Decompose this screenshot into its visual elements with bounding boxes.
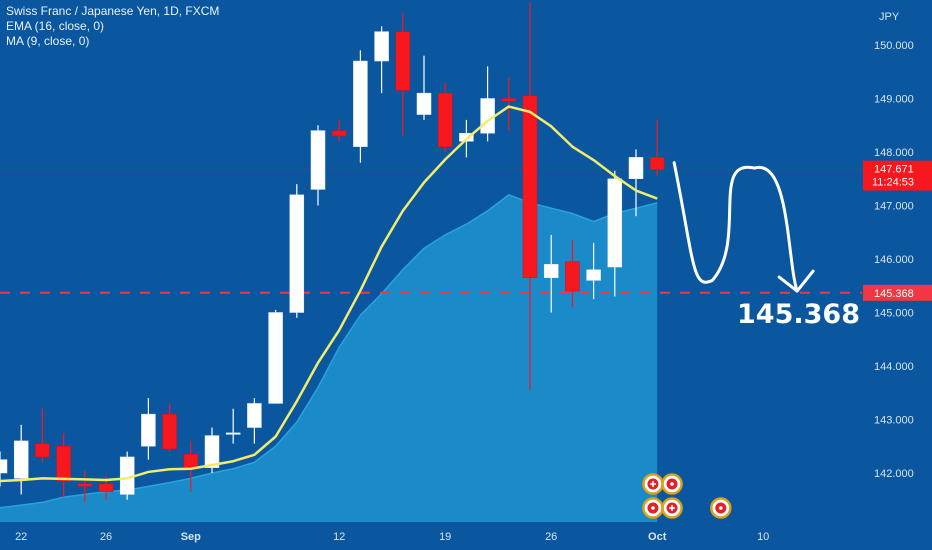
candle[interactable] (268, 312, 283, 404)
y-tick-label: 149.000 (874, 94, 914, 106)
candle[interactable] (501, 98, 517, 102)
chart-legend: Swiss Franc / Japanese Yen, 1D, FXCM EMA… (6, 4, 219, 49)
candle[interactable] (353, 60, 368, 147)
x-tick-label: 22 (15, 531, 27, 543)
x-tick-label: Oct (648, 531, 667, 543)
candle[interactable] (437, 92, 453, 147)
y-tick-label: 143.000 (874, 415, 914, 427)
candle[interactable] (331, 130, 347, 137)
y-tick-label: 146.000 (874, 254, 914, 266)
ma-area (0, 194, 658, 523)
candle[interactable] (480, 98, 495, 134)
ema-indicator-label[interactable]: EMA (16, close, 0) (6, 19, 105, 33)
event-dot-icon (719, 506, 723, 510)
forecast-path[interactable] (672, 161, 799, 293)
x-tick-label: Sep (181, 531, 201, 543)
y-tick-label: 150.000 (874, 40, 914, 52)
y-tick-label: 147.000 (874, 201, 914, 213)
forecast-arrowhead (777, 269, 815, 293)
currency-label: JPY (879, 11, 900, 23)
candle[interactable] (543, 264, 559, 278)
candle[interactable] (374, 31, 389, 62)
event-dot-icon (651, 506, 655, 510)
countdown-timer: 11:24:53 (872, 177, 914, 189)
target-price-badge (863, 284, 932, 301)
candle[interactable] (522, 95, 538, 278)
candle[interactable] (459, 133, 474, 142)
candle[interactable] (310, 130, 326, 190)
y-tick-label: 142.000 (874, 468, 914, 480)
candle[interactable] (162, 413, 177, 450)
candle[interactable] (204, 435, 220, 468)
candle[interactable] (56, 446, 71, 482)
candle[interactable] (13, 440, 29, 479)
candle[interactable] (586, 269, 601, 281)
x-tick-label: 26 (100, 531, 112, 543)
y-tick-label: 148.000 (874, 147, 914, 159)
candle[interactable] (565, 261, 580, 292)
candle[interactable] (416, 92, 432, 115)
candle[interactable] (0, 459, 8, 474)
current-price-text: 147.671 (874, 164, 914, 176)
candle[interactable] (628, 157, 644, 180)
current-price-badge (863, 160, 932, 191)
event-dot-icon (670, 482, 674, 486)
target-price-label: 145.368 (737, 299, 860, 330)
ma-indicator-label[interactable]: MA (9, close, 0) (6, 34, 90, 48)
target-price-badge-text: 145.368 (874, 288, 914, 300)
swiss-flag-icon (649, 481, 656, 487)
candle[interactable] (183, 454, 199, 468)
candle[interactable] (395, 31, 411, 91)
candle[interactable] (98, 483, 114, 492)
candle[interactable] (607, 178, 623, 268)
candle[interactable] (225, 432, 241, 435)
ema-line (0, 105, 658, 483)
candle[interactable] (77, 483, 93, 487)
candle[interactable] (649, 157, 665, 170)
y-tick-label: 144.000 (874, 361, 914, 373)
candle[interactable] (289, 194, 305, 313)
x-tick-label: 26 (545, 531, 557, 543)
x-tick-label: 19 (439, 531, 451, 543)
price-axis (862, 0, 932, 550)
x-tick-label: 12 (333, 531, 345, 543)
swiss-flag-icon (669, 505, 676, 511)
candle[interactable] (35, 443, 50, 458)
candle[interactable] (141, 413, 156, 447)
symbol-title[interactable]: Swiss Franc / Japanese Yen, 1D, FXCM (6, 4, 220, 18)
y-tick-label: 145.000 (874, 308, 914, 320)
candle[interactable] (247, 403, 262, 428)
x-tick-label: 10 (757, 531, 769, 543)
